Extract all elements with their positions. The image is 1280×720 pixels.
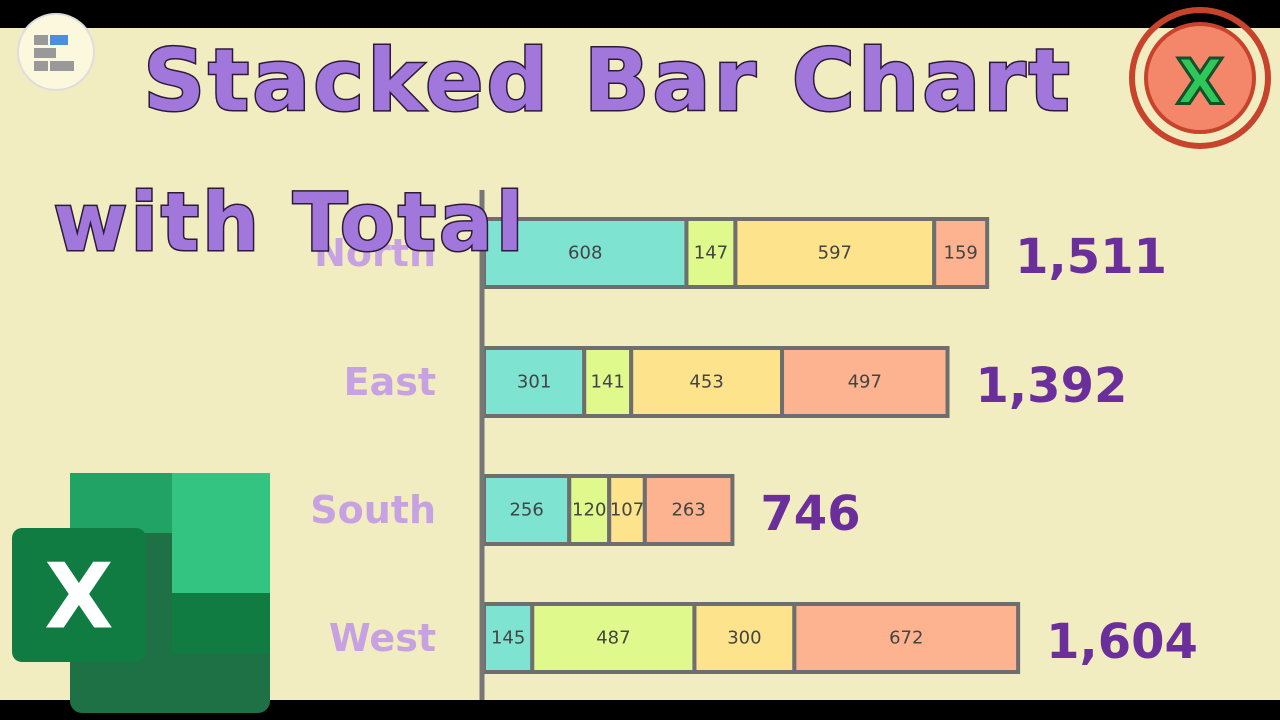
bar-segment bbox=[607, 474, 647, 546]
bar-segment bbox=[567, 474, 612, 546]
total-label: 1,604 bbox=[1046, 614, 1198, 670]
segment-label: 497 bbox=[848, 372, 882, 393]
category-label: North bbox=[314, 231, 436, 275]
segment-label: 145 bbox=[491, 628, 525, 649]
bar-segment bbox=[932, 217, 990, 289]
total-label: 1,392 bbox=[976, 358, 1128, 414]
bar-segment bbox=[692, 602, 797, 674]
bar-segment bbox=[629, 346, 785, 418]
segment-label: 300 bbox=[727, 628, 761, 649]
total-label: 1,511 bbox=[1015, 229, 1167, 285]
corner-icon bbox=[17, 13, 95, 91]
bar-segment bbox=[792, 602, 1021, 674]
segment-label: 453 bbox=[689, 372, 723, 393]
segment-label: 147 bbox=[694, 243, 728, 264]
chart-subtitle: with Total bbox=[54, 176, 527, 269]
segment-label: 672 bbox=[889, 628, 923, 649]
segment-label: 256 bbox=[509, 500, 543, 521]
segment-label: 301 bbox=[517, 372, 551, 393]
plot: North 608 147 597 159 1,511 East 301 141 453 497 1,… bbox=[310, 217, 1198, 674]
segment-label: 487 bbox=[596, 628, 630, 649]
segment-label: 159 bbox=[944, 243, 978, 264]
segment-label: 107 bbox=[610, 500, 644, 521]
category-label: East bbox=[344, 360, 436, 404]
svg-text:X: X bbox=[44, 545, 113, 650]
bar-segment bbox=[780, 346, 950, 418]
segment-label: 120 bbox=[572, 500, 606, 521]
total-label: 746 bbox=[760, 486, 860, 542]
segment-label: 141 bbox=[591, 372, 625, 393]
bar-segment bbox=[642, 474, 735, 546]
brand-logo: X bbox=[1129, 7, 1271, 149]
segment-label: 597 bbox=[818, 243, 852, 264]
top-band bbox=[0, 0, 1280, 28]
bottom-band bbox=[0, 700, 1280, 720]
bar-segment bbox=[684, 217, 738, 289]
category-label: West bbox=[329, 616, 436, 660]
segment-label: 608 bbox=[568, 243, 602, 264]
bar-segment bbox=[530, 602, 697, 674]
svg-text:X: X bbox=[1176, 46, 1224, 119]
excel-logo: X bbox=[12, 473, 270, 713]
category-label: South bbox=[310, 488, 436, 532]
segment-label: 263 bbox=[671, 500, 705, 521]
chart-title: Stacked Bar Chart bbox=[143, 31, 1073, 131]
